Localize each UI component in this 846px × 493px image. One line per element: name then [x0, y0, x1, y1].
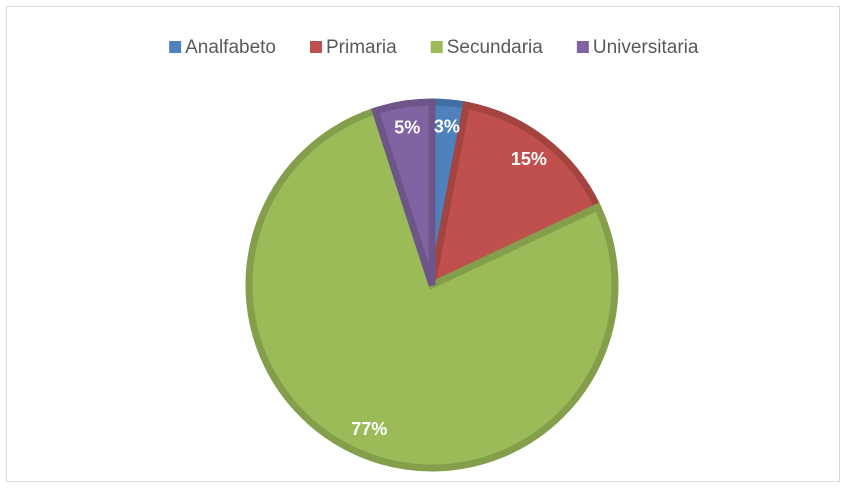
legend: Analfabeto Primaria Secundaria Universitari…	[169, 37, 699, 58]
pie-slice	[371, 98, 436, 287]
data-labels: 3% 15% 77% 5%	[351, 116, 547, 438]
legend-swatch	[169, 41, 182, 53]
legend-swatch	[576, 41, 589, 53]
legend-swatch	[309, 41, 322, 53]
legend-label: Analfabeto	[185, 37, 276, 58]
legend-label: Primaria	[326, 37, 397, 58]
data-label: 5%	[394, 118, 420, 138]
legend-label: Universitaria	[593, 37, 699, 58]
legend-swatch	[430, 41, 443, 53]
data-label: 77%	[351, 419, 387, 439]
legend-label: Secundaria	[447, 37, 544, 58]
data-label: 3%	[434, 116, 460, 136]
pie-slice	[245, 106, 619, 472]
pie-slice	[427, 101, 603, 292]
data-label: 15%	[511, 149, 547, 169]
pie	[245, 98, 619, 472]
